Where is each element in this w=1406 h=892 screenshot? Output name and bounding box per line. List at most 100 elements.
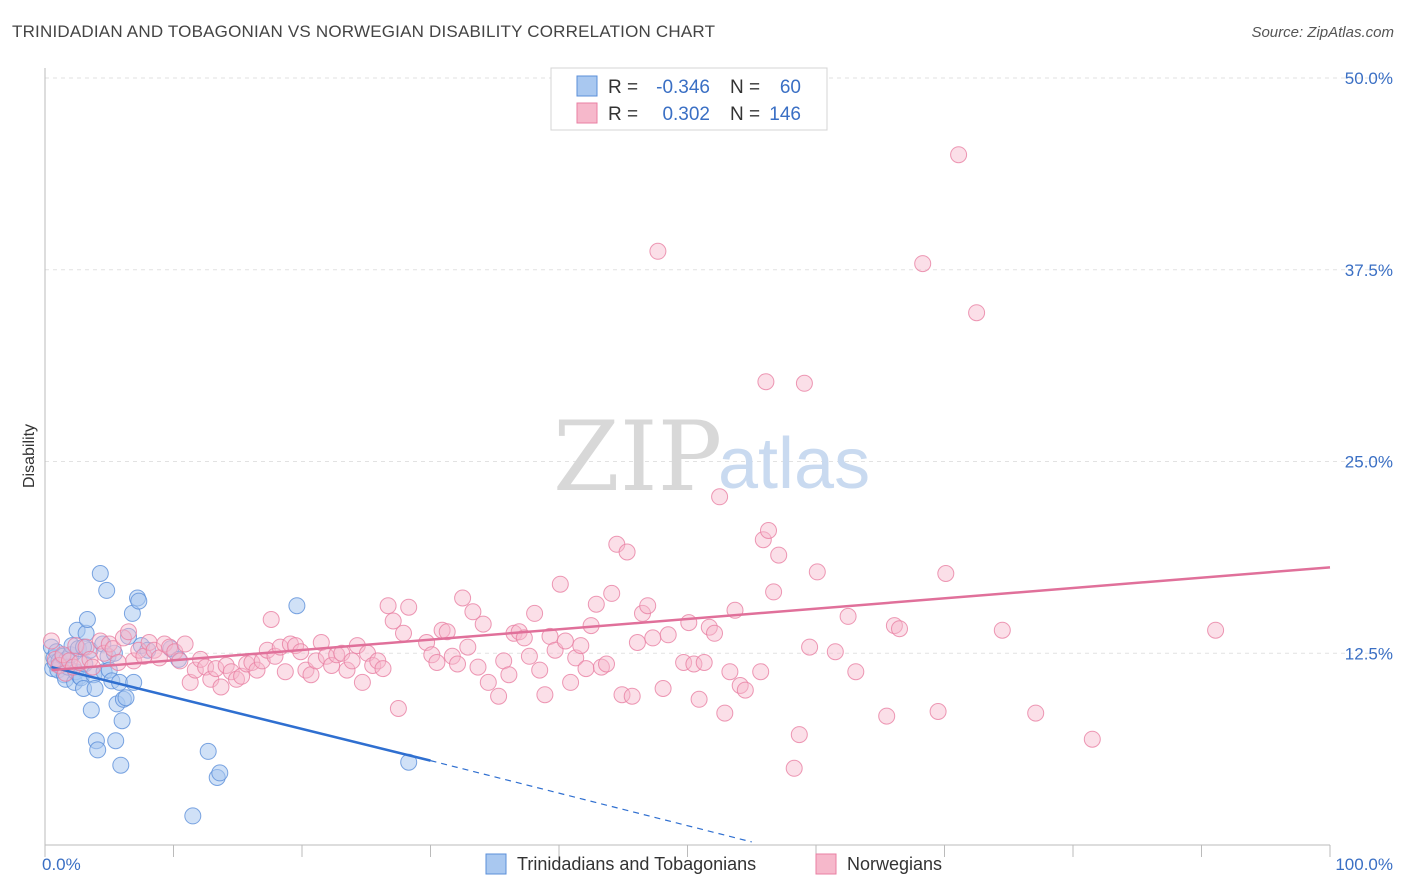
legend-r-label-trinidadian: R =: [608, 77, 638, 98]
point-norwegian-43: [248, 661, 266, 679]
point-norwegian-58: [323, 657, 341, 674]
point-norwegian-135: [754, 531, 772, 549]
point-norwegian-148: [878, 707, 896, 725]
point-norwegian-68: [374, 660, 392, 678]
point-norwegian-154: [950, 146, 968, 164]
legend-n-label-trinidadian: N =: [730, 77, 760, 98]
point-norwegian-147: [847, 663, 865, 681]
y-tick-label-3: 50.0%: [1345, 69, 1393, 88]
point-norwegian-108: [598, 655, 615, 673]
point-norwegian-69: [379, 597, 397, 615]
point-norwegian-18: [120, 623, 137, 641]
point-norwegian-0: [42, 632, 60, 650]
y-tick-labels: 12.5% 25.0% 37.5% 50.0%: [1345, 69, 1393, 663]
x-tick-labels: 0.0% 100.0%: [42, 855, 1393, 874]
x-tick-label-0: 0.0%: [42, 855, 81, 874]
point-norwegian-156: [993, 621, 1011, 639]
point-norwegian-16: [109, 654, 127, 671]
trend-line-norwegian: [51, 566, 1331, 672]
point-norwegian-31: [186, 661, 204, 679]
point-norwegian-96: [536, 686, 554, 704]
point-norwegian-114: [628, 634, 646, 651]
point-norwegian-117: [644, 629, 662, 647]
point-norwegian-76: [428, 654, 446, 671]
point-norwegian-82: [459, 638, 477, 656]
point-norwegian-101: [562, 673, 580, 691]
point-norwegian-136: [760, 522, 777, 539]
series-legend-swatch-trinidadian: [485, 853, 507, 875]
series-legend: Trinidadians and Tobagonians Norwegians: [485, 853, 942, 875]
legend-r-value-trinidadian: -0.346: [656, 77, 710, 98]
point-norwegian-109: [603, 584, 621, 602]
point-norwegian-95: [531, 661, 549, 679]
y-axis-label: Disability: [21, 424, 38, 488]
legend-swatch-trinidadian: [576, 75, 598, 97]
point-norwegian-151: [914, 255, 932, 273]
point-norwegian-150: [891, 620, 908, 638]
point-norwegian-85: [474, 615, 492, 633]
point-norwegian-125: [695, 654, 713, 671]
watermark: ZIP atlas: [553, 401, 870, 513]
point-norwegian-103: [572, 637, 590, 655]
point-norwegian-3: [54, 646, 72, 664]
point-norwegian-36: [212, 678, 230, 696]
point-norwegian-104: [577, 660, 595, 678]
point-norwegian-146: [839, 607, 857, 625]
trend-lines: [51, 566, 1331, 843]
point-norwegian-118: [649, 242, 667, 260]
point-norwegian-119: [654, 680, 672, 697]
point-trinidadian-31: [89, 741, 107, 759]
point-norwegian-141: [790, 726, 808, 744]
point-norwegian-153: [937, 565, 955, 582]
point-norwegian-134: [752, 663, 770, 681]
trend-line-trinidadian: [51, 665, 431, 762]
point-norwegian-86: [479, 673, 497, 691]
point-norwegian-133: [736, 681, 754, 699]
point-norwegian-138: [770, 546, 788, 564]
point-trinidadian-60: [288, 597, 306, 615]
point-norwegian-73: [400, 598, 418, 616]
point-trinidadian-44: [113, 712, 131, 730]
point-norwegian-140: [785, 759, 803, 777]
point-trinidadian-59: [211, 764, 229, 782]
point-norwegian-83: [464, 603, 482, 621]
x-tick-label-1: 100.0%: [1335, 855, 1393, 874]
chart-title: TRINIDADIAN AND TOBAGONIAN VS NORWEGIAN …: [12, 22, 716, 41]
point-norwegian-128: [711, 488, 729, 506]
point-norwegian-152: [929, 703, 947, 720]
point-norwegian-62: [343, 652, 361, 670]
point-trinidadian-57: [199, 742, 217, 760]
point-norwegian-112: [618, 543, 636, 561]
point-norwegian-142: [795, 374, 813, 392]
point-norwegian-92: [515, 629, 533, 647]
series-legend-label-norwegian: Norwegians: [847, 854, 942, 874]
point-norwegian-89: [500, 666, 518, 684]
series-legend-label-trinidadian: Trinidadians and Tobagonians: [517, 854, 756, 874]
point-norwegian-81: [454, 589, 472, 607]
point-norwegian-127: [706, 624, 723, 642]
point-norwegian-145: [826, 643, 844, 661]
point-norwegian-159: [1207, 621, 1225, 639]
point-norwegian-107: [592, 658, 610, 676]
trend-line-extension-trinidadian: [430, 760, 752, 843]
series-legend-swatch-norwegian: [815, 853, 837, 875]
point-norwegian-137: [765, 583, 783, 601]
point-norwegian-39: [228, 670, 245, 688]
point-norwegian-72: [395, 624, 412, 642]
point-norwegian-132: [731, 677, 749, 694]
point-norwegian-78: [438, 623, 456, 641]
watermark-zip: ZIP: [553, 401, 722, 513]
y-tick-label-2: 37.5%: [1345, 261, 1393, 280]
point-norwegian-49: [276, 663, 294, 681]
point-norwegian-155: [968, 304, 986, 322]
point-norwegian-124: [690, 690, 708, 708]
point-norwegian-93: [520, 647, 538, 665]
point-norwegian-66: [364, 657, 382, 674]
point-norwegian-120: [659, 626, 677, 644]
point-norwegian-143: [801, 638, 819, 656]
legend-n-value-trinidadian: 60: [780, 77, 801, 98]
y-tick-label-1: 25.0%: [1345, 453, 1393, 472]
point-norwegian-29: [176, 635, 194, 653]
point-norwegian-80: [449, 655, 466, 673]
